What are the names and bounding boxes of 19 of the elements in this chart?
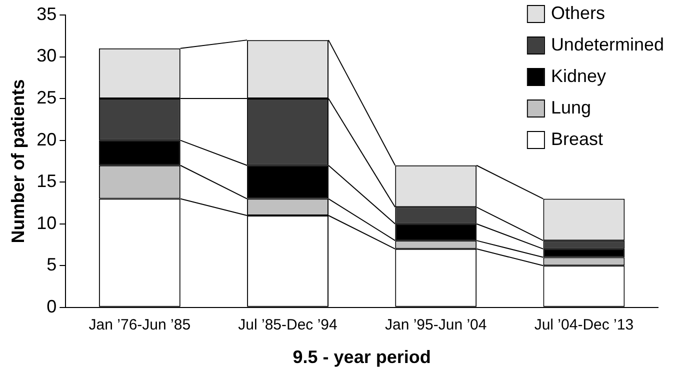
y-tick-label: 25 xyxy=(36,88,57,108)
x-axis-title: 9.5 - year period xyxy=(292,347,431,368)
legend-label: Others xyxy=(550,2,605,23)
y-tick-label: 20 xyxy=(36,129,57,150)
y-tick-label: 10 xyxy=(36,212,57,233)
x-tick-label: Jul ’85-Dec ’94 xyxy=(238,316,338,334)
y-tick-label: 30 xyxy=(36,46,57,66)
x-tick-label: Jul ’04-Dec ’13 xyxy=(534,316,634,334)
y-tick-label: 15 xyxy=(36,171,57,192)
y-tick-label: 5 xyxy=(46,254,57,275)
y-axis-title: Number of patients xyxy=(8,79,28,244)
x-tick-label: Jan ’76-Jun ’85 xyxy=(88,316,191,334)
legend-label: Lung xyxy=(550,97,591,118)
legend-label: Kidney xyxy=(550,66,606,86)
y-tick-label: 35 xyxy=(36,4,57,24)
y-tick-label: 0 xyxy=(46,296,57,316)
x-tick-label: Jan ’95-Jun ’04 xyxy=(384,316,487,334)
legend-label: Undetermined xyxy=(550,34,664,54)
legend-label: Breast xyxy=(550,128,603,149)
